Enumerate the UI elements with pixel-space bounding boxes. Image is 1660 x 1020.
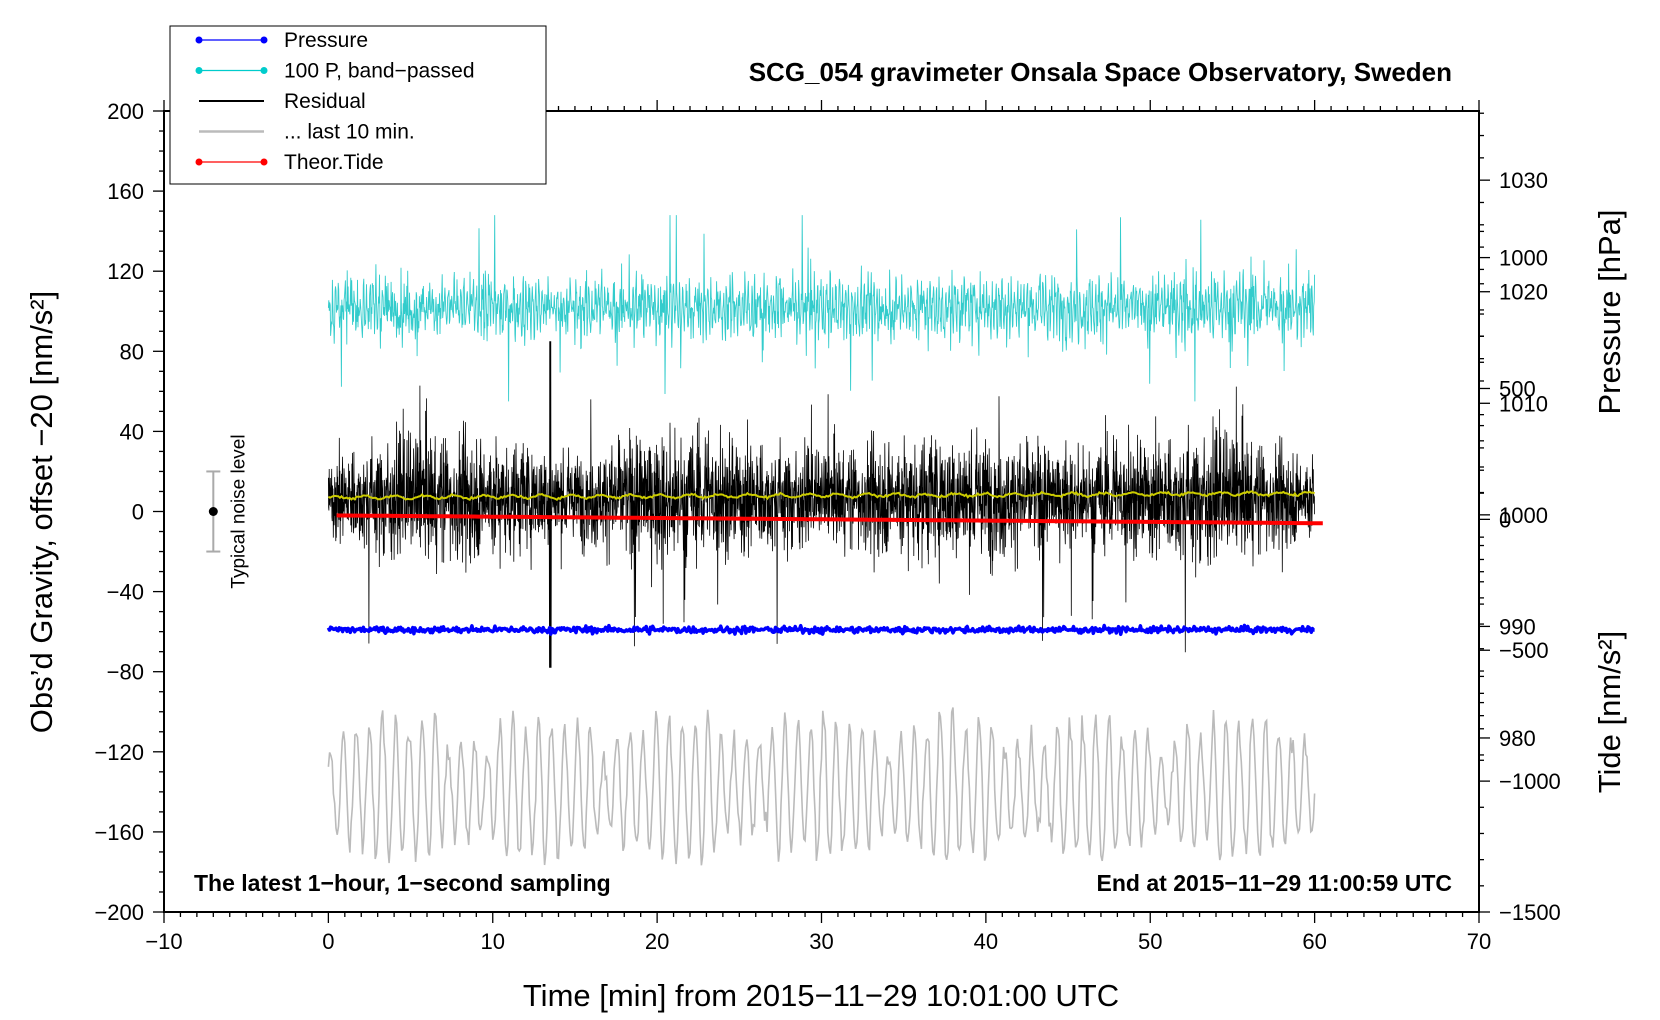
tide-tick-label: −1000 bbox=[1499, 769, 1561, 794]
x-axis: −10 0 10 20 30 40 50 60 70 bbox=[145, 100, 1491, 954]
legend-marker bbox=[260, 67, 268, 74]
pressure-tick-label: 1020 bbox=[1499, 280, 1548, 305]
pressure-tick-label: 980 bbox=[1499, 726, 1536, 751]
legend-marker bbox=[260, 158, 268, 166]
legend-label: Theor.Tide bbox=[284, 151, 384, 174]
y-tick-label: −80 bbox=[107, 660, 144, 685]
y-tick-label: 40 bbox=[120, 419, 144, 444]
y-tick-label: −200 bbox=[94, 900, 144, 925]
annotation-right: End at 2015−11−29 11:00:59 UTC bbox=[1097, 870, 1452, 896]
x-tick-label: 40 bbox=[974, 929, 998, 954]
legend-marker bbox=[195, 36, 203, 44]
y-tick-label: −160 bbox=[94, 820, 144, 845]
noise-level-indicator: Typical noise level bbox=[206, 434, 249, 589]
legend-marker bbox=[195, 67, 203, 74]
y-tick-label: −40 bbox=[107, 580, 144, 605]
legend: Pressure 100 P, band−passed Residual ... la… bbox=[169, 25, 547, 185]
noise-point bbox=[208, 507, 218, 516]
chart-title: SCG_054 gravimeter Onsala Space Observat… bbox=[749, 57, 1452, 87]
pressure-tick-label: 1010 bbox=[1499, 391, 1548, 416]
tide-tick-label: 500 bbox=[1499, 376, 1536, 401]
x-tick-label: 30 bbox=[809, 929, 833, 954]
legend-marker bbox=[260, 36, 268, 44]
tide-tick-label: −500 bbox=[1499, 638, 1549, 663]
x-tick-label: 10 bbox=[481, 929, 505, 954]
series-last-10-min bbox=[327, 707, 1316, 866]
tide-tick-label: −1500 bbox=[1499, 900, 1561, 925]
y-axis-tide: −1500 −1000 −500 0 500 1000 bbox=[1479, 230, 1561, 925]
x-tick-label: 70 bbox=[1467, 929, 1491, 954]
noise-label: Typical noise level bbox=[228, 434, 249, 588]
x-tick-label: 20 bbox=[645, 929, 669, 954]
pressure-tick-label: 990 bbox=[1499, 614, 1536, 639]
series-layer bbox=[326, 215, 1323, 866]
x-axis-title: Time [min] from 2015−11−29 10:01:00 UTC bbox=[523, 978, 1119, 1013]
y-tick-label: 80 bbox=[120, 339, 144, 364]
y-tick-label: 0 bbox=[132, 500, 144, 525]
y-axis-title-tide: Tide [nm/s²] bbox=[1592, 631, 1627, 794]
legend-label: Pressure bbox=[284, 29, 368, 52]
x-tick-label: 60 bbox=[1302, 929, 1326, 954]
y-axis-title-pressure: Pressure [hPa] bbox=[1592, 209, 1627, 414]
y-axis-pressure: 980 990 1000 1010 1020 1030 bbox=[1479, 112, 1548, 761]
series-pressure bbox=[326, 623, 1316, 637]
y-axis-left: −200 −160 −120 −80 −40 0 40 80 120 160 200 bbox=[94, 99, 164, 925]
x-tick-label: 50 bbox=[1138, 929, 1162, 954]
y-axis-title-left: Obs’d Gravity, offset −20 [nm/s²] bbox=[24, 291, 59, 734]
series-residual bbox=[328, 341, 1315, 668]
legend-label: ... last 10 min. bbox=[284, 121, 415, 144]
y-tick-label: 200 bbox=[107, 99, 144, 124]
legend-label: Residual bbox=[284, 90, 366, 113]
series-pressure-band-passed bbox=[327, 215, 1316, 402]
y-tick-label: −120 bbox=[94, 740, 144, 765]
tide-tick-label: 0 bbox=[1499, 507, 1511, 532]
pressure-tick-label: 1030 bbox=[1499, 168, 1548, 193]
tide-tick-label: 1000 bbox=[1499, 246, 1548, 271]
x-tick-label: −10 bbox=[145, 929, 182, 954]
x-tick-label: 0 bbox=[322, 929, 334, 954]
y-tick-label: 120 bbox=[107, 259, 144, 284]
legend-box bbox=[169, 25, 547, 185]
annotation-left: The latest 1−hour, 1−second sampling bbox=[194, 870, 611, 896]
legend-label: 100 P, band−passed bbox=[284, 60, 475, 83]
series-theoretical-tide bbox=[336, 513, 1323, 526]
pressure-tick-label: 1000 bbox=[1499, 503, 1548, 528]
y-tick-label: 160 bbox=[107, 179, 144, 204]
legend-marker bbox=[195, 158, 203, 166]
series-residual-smoothed bbox=[327, 490, 1316, 501]
